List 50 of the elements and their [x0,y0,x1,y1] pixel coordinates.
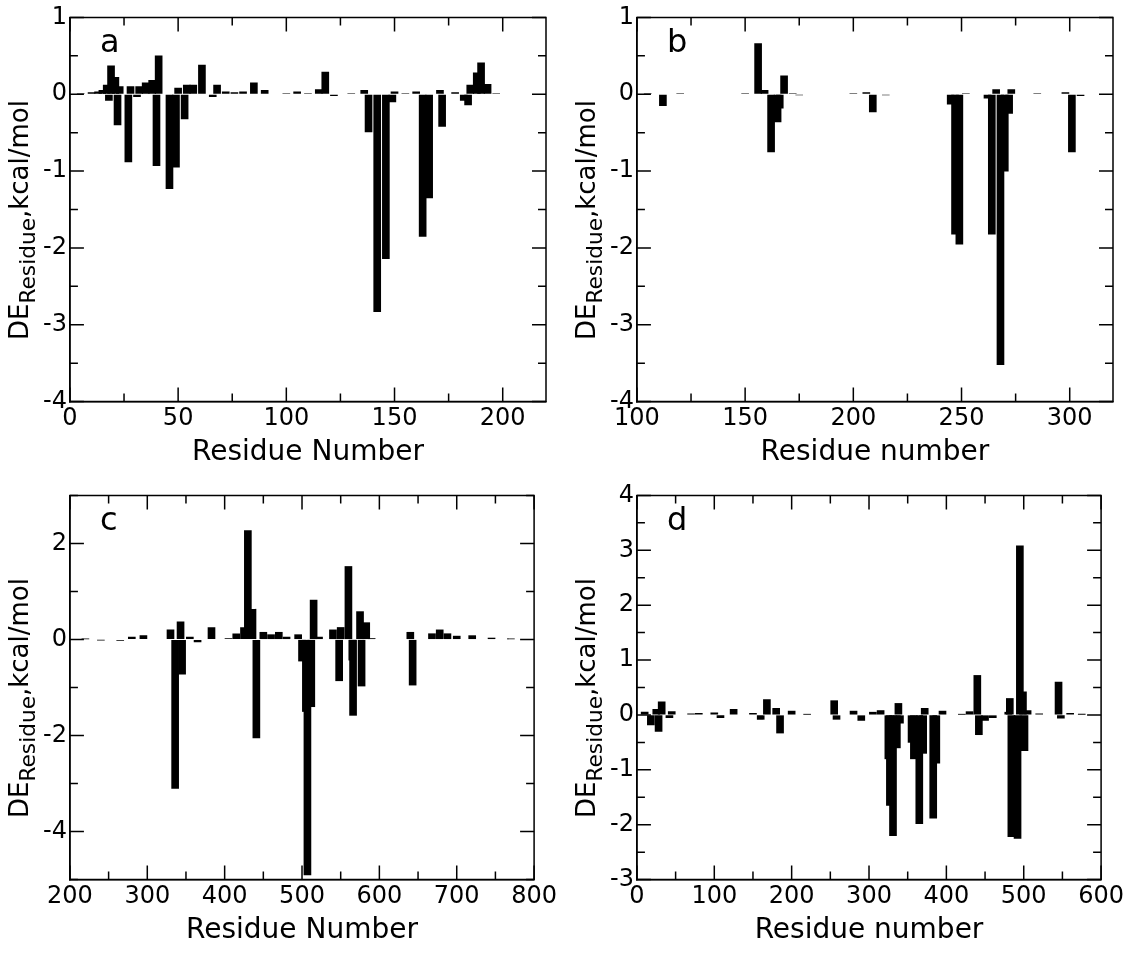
y-tick-label: 1 [618,644,634,673]
x-axis-title: Residue number [754,912,984,946]
x-tick-label: 250 [938,403,985,432]
y-tick-label: 2 [51,527,67,556]
annotation: a [99,21,120,60]
x-tick-label: 50 [162,403,194,432]
x-axis-title: Residue number [760,434,990,468]
y-tick-label: -1 [42,155,67,184]
x-axis-title: Residue Number [186,912,419,946]
x-tick-label: 300 [1046,403,1093,432]
x-tick-label: 150 [722,403,769,432]
x-tick-label: 200 [768,881,815,910]
x-tick-label: 500 [279,881,325,910]
annotation: b [666,21,688,60]
x-tick-label: 600 [1078,881,1124,910]
y-tick-label: 2 [618,589,634,618]
x-tick-label: 500 [1000,881,1047,910]
x-tick-label: 700 [433,881,480,910]
y-tick-label: -3 [42,308,67,337]
x-tick-label: 200 [47,881,93,910]
y-tick-label: -2 [609,232,634,261]
y-tick-label: -1 [609,754,634,783]
y-tick-label: -1 [609,155,634,184]
x-tick-label: 300 [124,881,171,910]
y-tick-label: 1 [51,1,67,30]
y-tick-label: 0 [51,78,67,107]
annotation: c [99,499,118,538]
y-tick-label: -2 [609,808,634,837]
y-tick-label: -2 [42,232,67,261]
x-tick-label: 800 [511,881,557,910]
x-tick-label: 200 [830,403,877,432]
x-tick-label: 400 [923,881,970,910]
y-tick-label: 0 [618,78,634,107]
x-tick-label: 400 [201,881,248,910]
annotation: d [666,499,688,538]
x-axis-title: Residue Number [192,434,425,468]
x-tick-label: 600 [356,881,403,910]
y-tick-label: -3 [609,308,634,337]
y-tick-label: -2 [42,719,67,748]
y-tick-label: 0 [51,623,67,652]
y-tick-label: 0 [618,699,634,728]
x-tick-label: 100 [263,403,310,432]
y-tick-label: 1 [618,1,634,30]
y-tick-label: 3 [618,534,634,563]
y-tick-label: -4 [42,815,67,844]
x-tick-label: 100 [691,881,738,910]
x-tick-label: 200 [479,403,526,432]
x-tick-label: 300 [846,881,892,910]
y-tick-label: 4 [618,479,634,508]
x-tick-label: 150 [371,403,418,432]
